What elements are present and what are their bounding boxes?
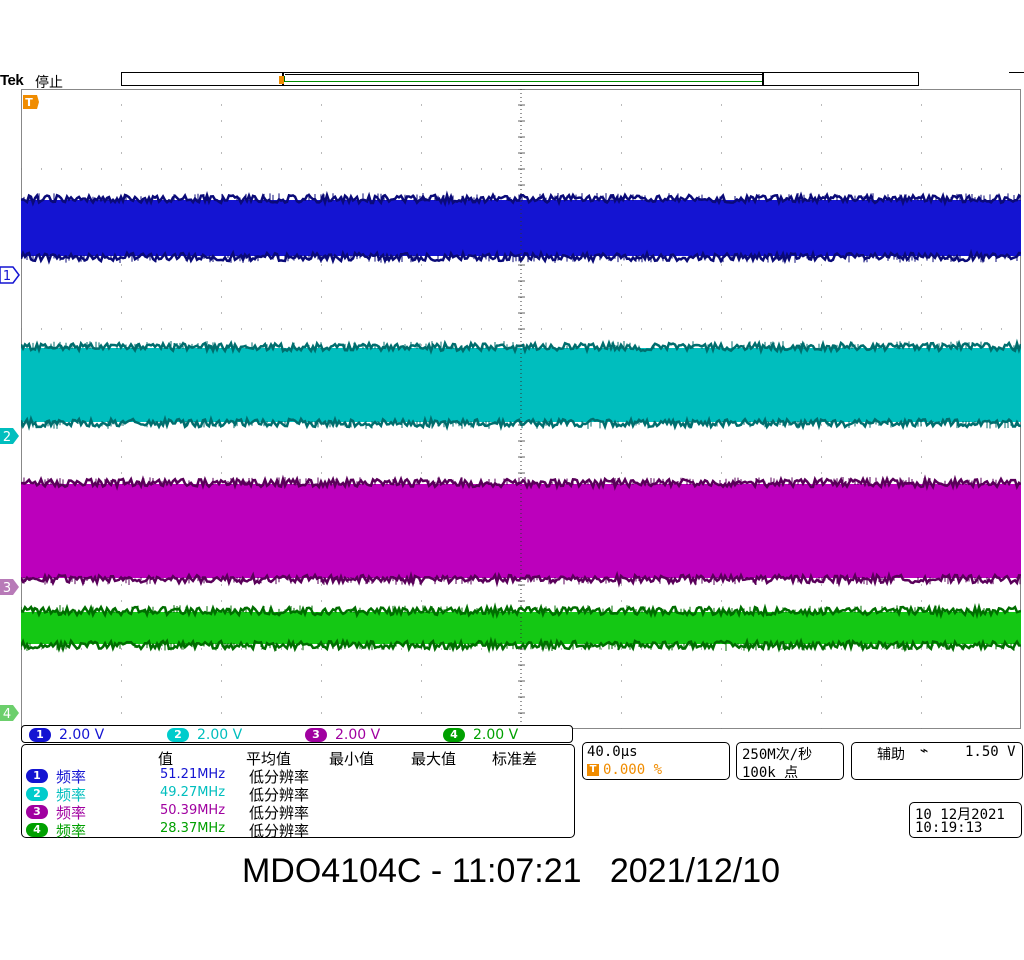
ch2-marker-label: 2 (3, 430, 11, 445)
date-value: 10 12月2021 (915, 807, 1005, 823)
ch2-scale[interactable]: 2 2.00 V (167, 727, 242, 743)
meas-ch4-note: 低分辨率 (249, 822, 310, 840)
meas-row-ch4[interactable]: 4 频率 28.37MHz 低分辨率 (26, 820, 566, 840)
ch4-scale-value: 2.00 V (473, 727, 519, 743)
ch3-ground-marker[interactable]: 3 (0, 578, 20, 596)
ch1-marker-label: 1 (3, 269, 11, 284)
meas-ch2-note: 低分辨率 (249, 786, 310, 804)
ch1-waveform (21, 190, 1021, 265)
ch2-scale-value: 2.00 V (197, 727, 243, 743)
record-window[interactable] (284, 74, 764, 82)
meas-ch1-value: 51.21MHz (160, 767, 226, 782)
measurements-panel[interactable]: 值 平均值 最小值 最大值 标准差 1 频率 51.21MHz 低分辨率 2 频… (21, 744, 575, 840)
timebase-readout[interactable]: 40.0µs T 0.000 % (582, 742, 730, 780)
brand-logo: Tek (0, 72, 24, 89)
ch4-scale[interactable]: 4 2.00 V (443, 727, 518, 743)
ch1-scale-value: 2.00 V (59, 727, 105, 743)
trigger-position-icon: T (587, 764, 599, 776)
meas-row-ch2[interactable]: 2 频率 49.27MHz 低分辨率 (26, 784, 566, 804)
ch4-waveform (21, 602, 1021, 654)
ch3-badge: 3 (305, 728, 327, 742)
meas-ch3-value: 50.39MHz (160, 803, 226, 818)
trigger-position-marker (279, 76, 284, 84)
meas-header-stddev: 标准差 (492, 750, 538, 768)
screenshot-caption: MDO4104C - 11:07:21 2021/12/10 (0, 852, 1024, 891)
ch4-ground-marker[interactable]: 4 (0, 704, 20, 722)
ch4-marker-label: 4 (3, 707, 11, 722)
meas-ch1-name: 频率 (56, 768, 87, 786)
ch2-badge: 2 (167, 728, 189, 742)
waveform-traces (21, 89, 1021, 729)
run-state-label: 停止 (35, 75, 63, 91)
meas-ch1-note: 低分辨率 (249, 768, 310, 786)
meas-ch2-badge: 2 (26, 787, 48, 801)
timebase-scale: 40.0µs (587, 744, 638, 760)
ch2-ground-marker[interactable]: 2 (0, 427, 20, 445)
ch3-marker-label: 3 (3, 581, 11, 596)
meas-ch1-badge: 1 (26, 769, 48, 783)
record-length: 100k 点 (742, 765, 799, 781)
meas-ch2-value: 49.27MHz (160, 785, 226, 800)
meas-header-max: 最大值 (411, 750, 457, 768)
channel-scale-bar: 1 2.00 V 2 2.00 V 3 2.00 V 4 2.00 V (21, 725, 573, 743)
meas-row-ch1[interactable]: 1 频率 51.21MHz 低分辨率 (26, 766, 566, 786)
acquisition-readout[interactable]: 250M次/秒 100k 点 (736, 742, 844, 781)
meas-ch3-badge: 3 (26, 805, 48, 819)
meas-header-mean: 平均值 (246, 750, 292, 768)
ch1-badge: 1 (29, 728, 51, 742)
datetime-readout: 10 12月2021 10:19:13 (909, 802, 1022, 838)
trigger-marker[interactable]: T (22, 94, 40, 110)
meas-header-value: 值 (158, 750, 174, 768)
time-value: 10:19:13 (915, 820, 983, 836)
meas-ch3-note: 低分辨率 (249, 804, 310, 822)
record-window-right-bracket[interactable] (762, 72, 764, 85)
meas-ch4-value: 28.37MHz (160, 821, 226, 836)
meas-ch2-name: 频率 (56, 786, 87, 804)
frame-edge (1009, 72, 1024, 73)
meas-header-min: 最小值 (329, 750, 375, 768)
ch4-badge: 4 (443, 728, 465, 742)
trigger-position-value: 0.000 % (603, 762, 663, 778)
ch1-scale[interactable]: 1 2.00 V (29, 727, 104, 743)
meas-ch4-name: 频率 (56, 822, 87, 840)
trigger-source: 辅助 (877, 747, 905, 763)
ch2-waveform (21, 338, 1021, 431)
sample-rate: 250M次/秒 (742, 747, 813, 763)
trigger-readout[interactable]: 辅助 ⌁ 1.50 V (851, 742, 1023, 780)
trigger-marker-label: T (25, 96, 33, 109)
meas-ch4-badge: 4 (26, 823, 48, 837)
ch3-waveform (21, 474, 1021, 588)
waveform-display[interactable] (21, 89, 1021, 729)
ch3-scale[interactable]: 3 2.00 V (305, 727, 380, 743)
ch1-ground-marker[interactable]: 1 (0, 266, 20, 284)
ch3-scale-value: 2.00 V (335, 727, 381, 743)
record-view-bar[interactable] (121, 72, 919, 86)
falling-edge-icon: ⌁ (920, 743, 929, 759)
caption-text: MDO4104C - 11:07:21 2021/12/10 (241, 852, 781, 890)
trigger-level: 1.50 V (965, 744, 1016, 760)
meas-row-ch3[interactable]: 3 频率 50.39MHz 低分辨率 (26, 802, 566, 822)
meas-ch3-name: 频率 (56, 804, 87, 822)
